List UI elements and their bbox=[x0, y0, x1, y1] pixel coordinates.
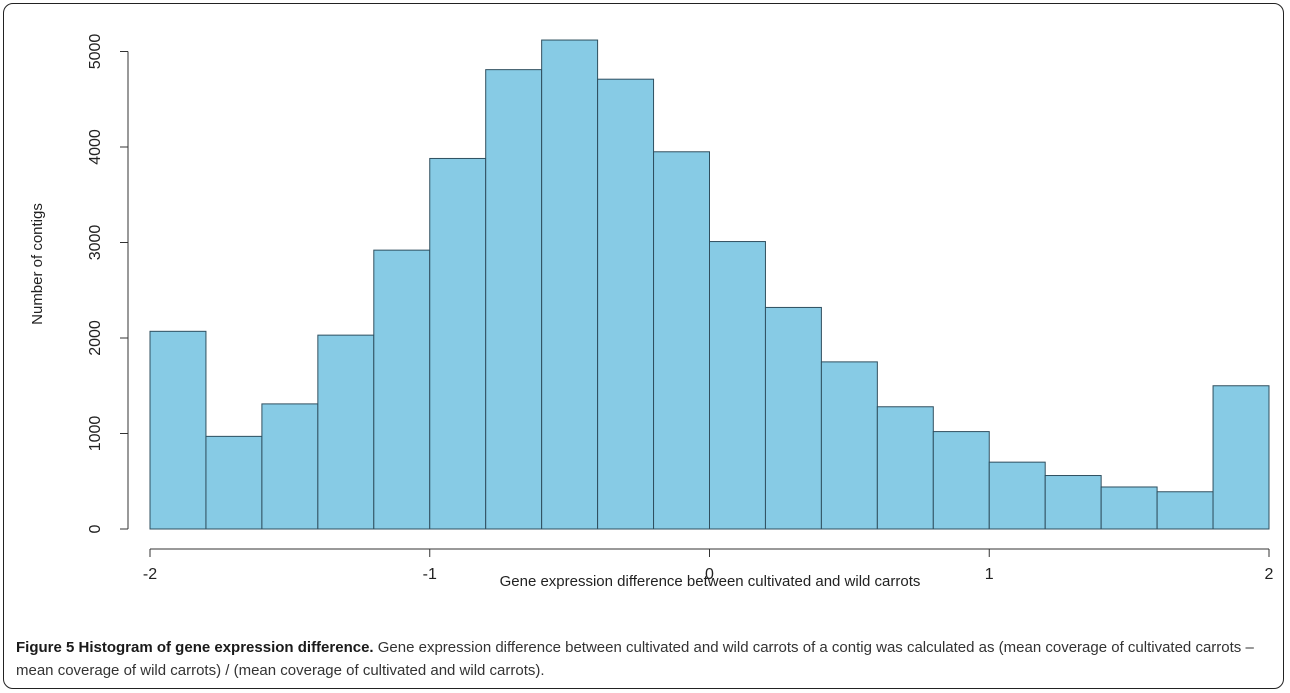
histogram-bar bbox=[709, 241, 766, 530]
x-tick-label: -2 bbox=[143, 566, 157, 583]
x-tick-label: 0 bbox=[705, 566, 714, 583]
histogram-bar bbox=[205, 435, 263, 530]
histogram-bar bbox=[764, 306, 822, 530]
y-axis-label: Number of contigs bbox=[29, 203, 46, 325]
histogram-bar bbox=[932, 431, 990, 530]
x-tick-label: -1 bbox=[423, 566, 437, 583]
y-axis: 0 1000 2000 3000 4000 5000 bbox=[87, 34, 129, 533]
x-axis: -2 -1 0 1 2 bbox=[143, 548, 1274, 583]
histogram-bar bbox=[373, 249, 431, 530]
histogram-bar bbox=[820, 361, 878, 530]
histogram-bar bbox=[1156, 491, 1214, 530]
y-tick-label: 4000 bbox=[87, 129, 104, 165]
histogram-bar bbox=[1044, 475, 1102, 530]
histogram-bar bbox=[1100, 486, 1158, 530]
y-tick-label: 0 bbox=[87, 524, 104, 533]
figure-caption: Figure 5 Histogram of gene expression di… bbox=[16, 636, 1278, 682]
histogram-bar bbox=[988, 461, 1046, 530]
y-tick-label: 2000 bbox=[87, 320, 104, 356]
histogram-bar bbox=[429, 157, 487, 530]
histogram-bar bbox=[1212, 385, 1270, 530]
histogram-bar bbox=[485, 69, 543, 530]
caption-label: Figure 5 Histogram of gene expression di… bbox=[16, 639, 374, 656]
histogram-bar bbox=[317, 334, 375, 530]
histogram-bar bbox=[597, 78, 655, 530]
histogram-bar bbox=[541, 39, 599, 530]
histogram-bar bbox=[261, 403, 319, 530]
y-tick-label: 3000 bbox=[87, 225, 104, 261]
caption-text: Gene expression difference between culti… bbox=[16, 639, 1254, 679]
x-tick-label: 1 bbox=[985, 566, 994, 583]
histogram-chart: -2 -1 0 1 2 0 1000 2000 3000 4000 5000 Gene expre… bbox=[29, 34, 1274, 590]
x-tick-label: 2 bbox=[1265, 566, 1274, 583]
histogram-bar bbox=[876, 406, 934, 530]
y-tick-label: 1000 bbox=[87, 416, 104, 452]
x-axis-label: Gene expression difference between culti… bbox=[500, 573, 921, 590]
histogram-bar bbox=[149, 330, 207, 530]
bars-group bbox=[149, 39, 1270, 530]
y-tick-label: 5000 bbox=[87, 34, 104, 70]
histogram-bar bbox=[653, 151, 710, 530]
